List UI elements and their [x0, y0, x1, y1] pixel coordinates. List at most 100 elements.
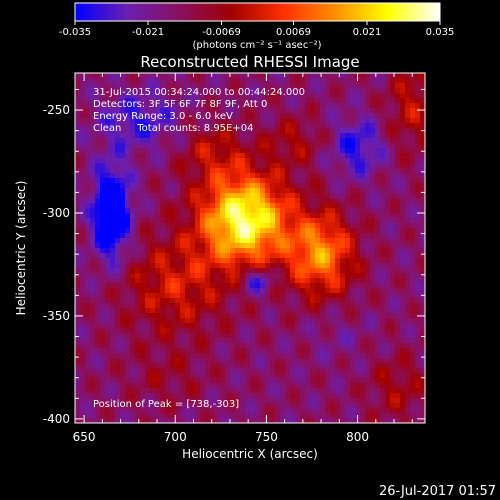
heatmap-cell — [305, 338, 311, 344]
heatmap-cell — [160, 333, 166, 339]
heatmap-cell — [390, 393, 396, 399]
heatmap-cell — [240, 248, 246, 254]
heatmap-cell — [80, 118, 86, 124]
heatmap-cell — [110, 378, 116, 384]
heatmap-cell — [360, 188, 366, 194]
heatmap-cell — [365, 378, 371, 384]
heatmap-cell — [195, 93, 201, 99]
heatmap-cell — [275, 328, 281, 334]
heatmap-cell — [130, 328, 136, 334]
heatmap-cell — [170, 413, 176, 419]
heatmap-cell — [205, 288, 211, 294]
heatmap-cell — [335, 333, 341, 339]
heatmap-cell — [245, 403, 251, 409]
heatmap-cell — [270, 303, 276, 309]
heatmap-cell — [250, 138, 256, 144]
heatmap-cell — [235, 398, 241, 404]
heatmap-cell — [90, 243, 96, 249]
heatmap-cell — [210, 393, 216, 399]
heatmap-cell — [370, 368, 376, 374]
heatmap-cell — [130, 163, 136, 169]
heatmap-cell — [175, 398, 181, 404]
heatmap-cell — [310, 173, 316, 179]
heatmap-cell — [190, 243, 196, 249]
heatmap-cell — [295, 333, 301, 339]
heatmap-cell — [120, 218, 126, 224]
heatmap-cell — [260, 278, 266, 284]
heatmap-cell — [235, 288, 241, 294]
heatmap-cell — [225, 123, 231, 129]
heatmap-cell — [420, 108, 425, 114]
heatmap-cell — [410, 163, 416, 169]
heatmap-cell — [220, 418, 226, 423]
heatmap-cell — [110, 403, 116, 409]
heatmap-cell — [120, 198, 126, 204]
heatmap-cell — [120, 228, 126, 234]
heatmap-cell — [170, 243, 176, 249]
heatmap-cell — [355, 268, 361, 274]
heatmap-cell — [360, 333, 366, 339]
heatmap-cell — [90, 128, 96, 134]
heatmap-cell — [365, 343, 371, 349]
heatmap-cell — [275, 353, 281, 359]
heatmap-cell — [160, 223, 166, 229]
heatmap-cell — [295, 183, 301, 189]
heatmap-cell — [220, 163, 226, 169]
heatmap-cell — [385, 88, 391, 94]
heatmap-cell — [105, 128, 111, 134]
heatmap-cell — [305, 348, 311, 354]
heatmap-cell — [220, 88, 226, 94]
heatmap-cell — [125, 318, 131, 324]
heatmap-cell — [325, 363, 331, 369]
heatmap-cell — [375, 373, 381, 379]
heatmap-cell — [170, 388, 176, 394]
heatmap-cell — [265, 143, 271, 149]
heatmap-cell — [320, 163, 326, 169]
heatmap-cell — [235, 268, 241, 274]
heatmap-cell — [195, 268, 201, 274]
heatmap-cell — [330, 178, 336, 184]
heatmap-cell — [350, 183, 356, 189]
heatmap-cell — [370, 163, 376, 169]
heatmap-cell — [235, 248, 241, 254]
heatmap-cell — [370, 333, 376, 339]
heatmap-cell — [350, 168, 356, 174]
heatmap-cell — [330, 103, 336, 109]
heatmap-cell — [85, 208, 91, 214]
heatmap-cell — [150, 198, 156, 204]
heatmap-cell — [245, 413, 251, 419]
heatmap-cell — [90, 248, 96, 254]
heatmap-cell — [405, 283, 411, 289]
heatmap-cell — [160, 283, 166, 289]
heatmap-cell — [220, 83, 226, 89]
heatmap-cell — [250, 108, 256, 114]
heatmap-cell — [230, 263, 236, 269]
heatmap-cell — [130, 148, 136, 154]
heatmap-cell — [340, 303, 346, 309]
heatmap-cell — [360, 348, 366, 354]
heatmap-cell — [235, 103, 241, 109]
heatmap-cell — [390, 153, 396, 159]
heatmap-cell — [315, 373, 321, 379]
heatmap-cell — [170, 338, 176, 344]
heatmap-cell — [315, 178, 321, 184]
heatmap-cell — [285, 158, 291, 164]
heatmap-cell — [255, 93, 261, 99]
heatmap-cell — [105, 83, 111, 89]
heatmap-cell — [350, 353, 356, 359]
heatmap-cell — [305, 413, 311, 419]
heatmap-cell — [320, 293, 326, 299]
heatmap-cell — [350, 363, 356, 369]
heatmap-cell — [320, 388, 326, 394]
heatmap-cell — [230, 303, 236, 309]
heatmap-cell — [275, 318, 281, 324]
heatmap-cell — [220, 238, 226, 244]
heatmap-cell — [180, 208, 186, 214]
heatmap-cell — [325, 283, 331, 289]
heatmap-cell — [375, 293, 381, 299]
heatmap-cell — [135, 283, 141, 289]
heatmap-cell — [140, 168, 146, 174]
heatmap-cell — [95, 303, 101, 309]
heatmap-cell — [330, 203, 336, 209]
heatmap-cell — [95, 183, 101, 189]
